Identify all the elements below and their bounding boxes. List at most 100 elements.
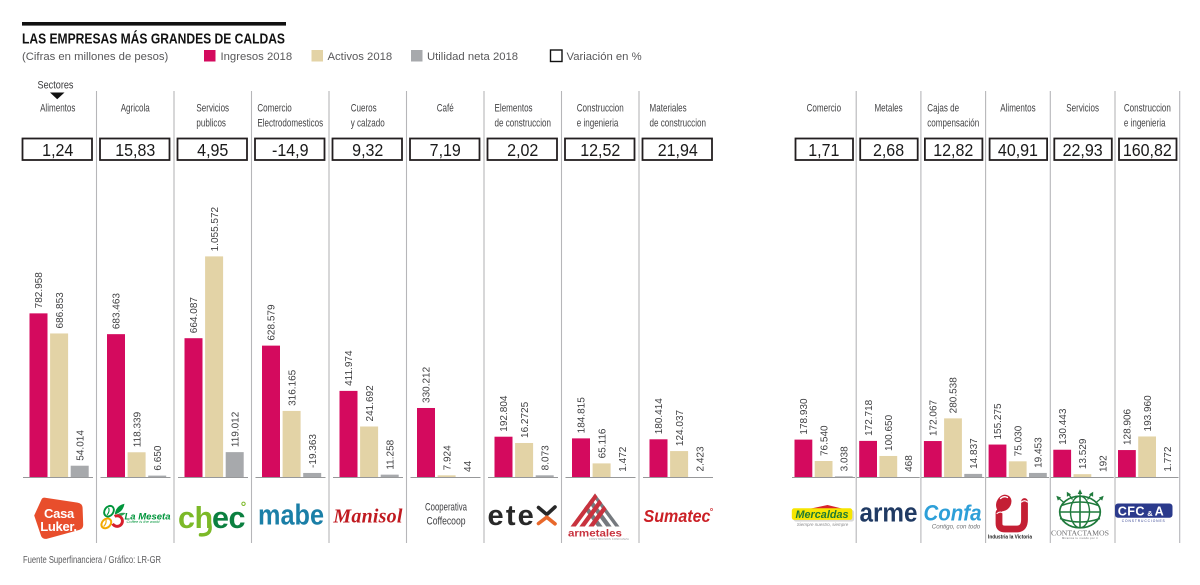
svg-text:1,24: 1,24 <box>42 140 74 160</box>
svg-text:e ingenieria: e ingenieria <box>577 118 619 130</box>
svg-text:Fuente Superfinanciera / Gráfi: Fuente Superfinanciera / Gráfico: LR-GR <box>23 555 161 566</box>
svg-text:Contigo, con todo: Contigo, con todo <box>932 524 981 531</box>
svg-text:Sumatec: Sumatec <box>644 506 711 526</box>
svg-text:Servicios: Servicios <box>1066 103 1099 115</box>
svg-text:ec: ec <box>212 501 245 535</box>
svg-text:Ingresos 2018: Ingresos 2018 <box>221 51 293 63</box>
svg-text:192.804: 192.804 <box>499 395 510 432</box>
svg-text:241.692: 241.692 <box>365 385 376 422</box>
svg-text:19.453: 19.453 <box>1034 437 1045 468</box>
svg-text:160,82: 160,82 <box>1123 140 1172 160</box>
svg-text:316.165: 316.165 <box>287 369 298 406</box>
svg-text:compensación: compensación <box>927 118 979 130</box>
svg-text:armetales: armetales <box>568 528 622 540</box>
svg-text:Agricola: Agricola <box>121 103 150 115</box>
svg-text:411.974: 411.974 <box>344 350 355 386</box>
svg-text:Coffecoop: Coffecoop <box>427 516 466 528</box>
svg-text:Construccion: Construccion <box>1124 103 1171 115</box>
svg-text:publicos: publicos <box>196 118 226 130</box>
svg-text:arme: arme <box>860 498 918 528</box>
svg-text:-14,9: -14,9 <box>272 140 308 160</box>
svg-text:40,91: 40,91 <box>998 140 1038 160</box>
svg-text:Elementos: Elementos <box>495 103 533 115</box>
svg-text:A: A <box>1155 505 1164 519</box>
svg-text:172.718: 172.718 <box>864 399 875 436</box>
svg-text:6.650: 6.650 <box>153 445 164 470</box>
svg-text:Mercaldas: Mercaldas <box>796 509 849 521</box>
svg-text:9,32: 9,32 <box>352 140 383 160</box>
svg-text:12,52: 12,52 <box>580 140 620 160</box>
svg-text:15,83: 15,83 <box>115 140 155 160</box>
svg-text:Alimentos: Alimentos <box>40 103 75 115</box>
svg-text:La Meseta: La Meseta <box>125 511 172 522</box>
svg-text:Manisol: Manisol <box>332 506 402 528</box>
svg-text:172.067: 172.067 <box>929 399 940 436</box>
svg-text:782.958: 782.958 <box>34 272 45 309</box>
svg-text:14.837: 14.837 <box>969 438 980 469</box>
svg-text:128.906: 128.906 <box>1123 408 1134 445</box>
svg-text:2,68: 2,68 <box>873 140 904 160</box>
svg-text:Comercio: Comercio <box>257 103 292 115</box>
svg-text:de construccion: de construccion <box>650 118 707 130</box>
svg-text:ch: ch <box>178 501 213 535</box>
svg-text:192: 192 <box>1098 455 1109 472</box>
svg-text:75.030: 75.030 <box>1013 425 1024 456</box>
svg-text:Activos 2018: Activos 2018 <box>328 51 393 63</box>
svg-text:Luker.: Luker. <box>40 519 77 534</box>
svg-text:Comercio: Comercio <box>807 103 842 115</box>
svg-text:mabe: mabe <box>258 500 324 532</box>
svg-text:y calzado: y calzado <box>351 118 385 130</box>
svg-text:Cooperativa: Cooperativa <box>425 502 467 514</box>
svg-text:Café: Café <box>437 103 454 115</box>
svg-text:Alimentos: Alimentos <box>1000 103 1035 115</box>
svg-text:280.538: 280.538 <box>949 377 960 414</box>
svg-text:100.650: 100.650 <box>884 414 895 451</box>
svg-text:-19.363: -19.363 <box>308 434 319 468</box>
svg-text:Electrodomesticos: Electrodomesticos <box>257 118 323 130</box>
svg-text:de construccion: de construccion <box>495 118 552 130</box>
svg-text:1.772: 1.772 <box>1163 446 1174 471</box>
svg-text:e ingenieria: e ingenieria <box>1124 118 1166 130</box>
svg-text:4,95: 4,95 <box>197 140 228 160</box>
svg-text:7.924: 7.924 <box>442 445 453 470</box>
svg-text:16.2725: 16.2725 <box>520 401 531 438</box>
svg-text:Coffee is the world: Coffee is the world <box>127 520 160 524</box>
svg-text:8.073: 8.073 <box>540 445 551 470</box>
svg-text:76.540: 76.540 <box>819 425 830 456</box>
svg-text:Servicios: Servicios <box>196 103 229 115</box>
svg-text:1.472: 1.472 <box>618 446 629 471</box>
svg-text:12,82: 12,82 <box>933 140 973 160</box>
svg-text:Variación en %: Variación en % <box>567 51 642 63</box>
svg-text:CONSTRUIMOS CONFIANZA: CONSTRUIMOS CONFIANZA <box>589 538 629 541</box>
svg-text:2.423: 2.423 <box>695 446 706 471</box>
svg-text:21,94: 21,94 <box>658 140 698 160</box>
svg-text:1.055.572: 1.055.572 <box>210 206 221 251</box>
svg-text:119.012: 119.012 <box>230 411 241 447</box>
svg-text:Cajas de: Cajas de <box>927 103 959 115</box>
svg-text:Miramos tu mundo por ti: Miramos tu mundo por ti <box>1062 536 1098 540</box>
svg-text:44: 44 <box>463 460 474 472</box>
svg-text:178.930: 178.930 <box>799 398 810 435</box>
svg-text:Materiales: Materiales <box>650 103 687 115</box>
svg-text:22,93: 22,93 <box>1063 140 1103 160</box>
svg-text:118.339: 118.339 <box>132 411 143 447</box>
svg-text:54.014: 54.014 <box>75 430 86 461</box>
svg-text:CFC: CFC <box>1118 505 1145 519</box>
svg-text:CONTACTAMOS: CONTACTAMOS <box>1051 529 1109 538</box>
svg-text:193.960: 193.960 <box>1143 395 1154 432</box>
svg-text:Confa: Confa <box>924 501 982 526</box>
svg-text:330.212: 330.212 <box>422 366 433 403</box>
svg-text:Cueros: Cueros <box>351 103 377 115</box>
svg-text:11.258: 11.258 <box>385 439 396 469</box>
svg-text:1,71: 1,71 <box>808 140 839 160</box>
svg-text:130.443: 130.443 <box>1058 408 1069 445</box>
svg-text:2,02: 2,02 <box>507 140 538 160</box>
svg-text:124.037: 124.037 <box>675 409 686 446</box>
svg-text:ete: ete <box>488 500 537 532</box>
svg-text:155.275: 155.275 <box>993 403 1004 440</box>
svg-text:628.579: 628.579 <box>267 304 278 341</box>
svg-text:Siempre nuestro, siempre: Siempre nuestro, siempre <box>797 522 849 527</box>
svg-text:3.038: 3.038 <box>840 446 851 471</box>
svg-text:Sectores: Sectores <box>38 80 75 92</box>
svg-text:65.116: 65.116 <box>597 428 608 458</box>
